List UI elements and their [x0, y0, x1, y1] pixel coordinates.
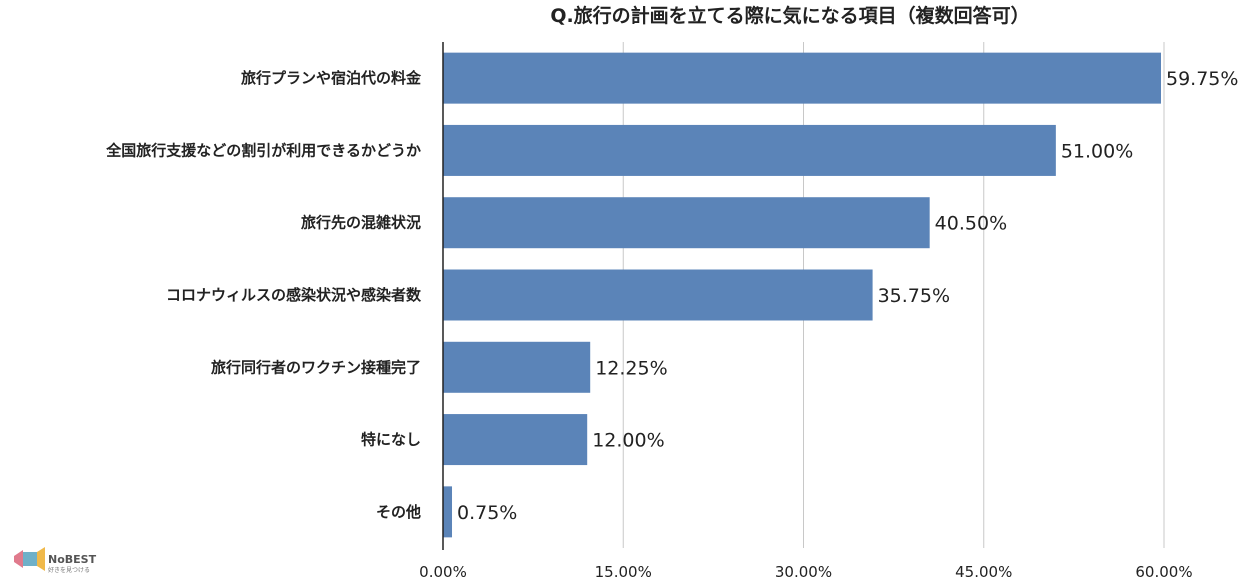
x-tick-label: 0.00% — [419, 563, 467, 580]
bars — [443, 52, 1161, 538]
x-tick-label: 60.00% — [1135, 563, 1192, 580]
data-label: 35.75% — [878, 285, 950, 307]
category-label: コロナウィルスの感染状況や感染者数 — [166, 286, 422, 304]
category-label: 特になし — [361, 431, 421, 449]
category-label: 旅行プランや宿泊代の料金 — [241, 69, 422, 87]
bar — [443, 197, 930, 249]
bar — [443, 414, 588, 466]
megaphone-icon — [14, 547, 45, 571]
chart-title: Q.旅行の計画を立てる際に気になる項目（複数回答可） — [550, 4, 1029, 27]
nobest-logo: NoBEST 好きを見つける — [14, 547, 97, 574]
x-tick-label: 45.00% — [955, 563, 1012, 580]
data-label: 51.00% — [1061, 140, 1133, 162]
category-label: その他 — [376, 503, 421, 521]
category-label: 旅行先の混雑状況 — [301, 214, 421, 232]
logo-tagline: 好きを見つける — [48, 566, 90, 574]
data-label: 59.75% — [1166, 68, 1238, 90]
data-label: 12.00% — [592, 430, 664, 452]
x-tick-label: 15.00% — [595, 563, 652, 580]
bar — [443, 52, 1161, 104]
category-label: 全国旅行支援などの割引が利用できるかどうか — [105, 141, 421, 159]
bar — [443, 124, 1056, 176]
bar — [443, 269, 873, 321]
data-label: 12.25% — [595, 357, 667, 379]
bar — [443, 341, 591, 393]
x-tick-label: 30.00% — [775, 563, 832, 580]
data-label: 40.50% — [935, 213, 1007, 235]
category-label: 旅行同行者のワクチン接種完了 — [211, 358, 421, 376]
data-label: 0.75% — [457, 502, 517, 524]
bar — [443, 486, 453, 538]
logo-name: NoBEST — [48, 553, 97, 566]
labels: 0.00% 15.00% 30.00% 45.00% 60.00% 59.75% 旅行プラン… — [105, 68, 1238, 580]
